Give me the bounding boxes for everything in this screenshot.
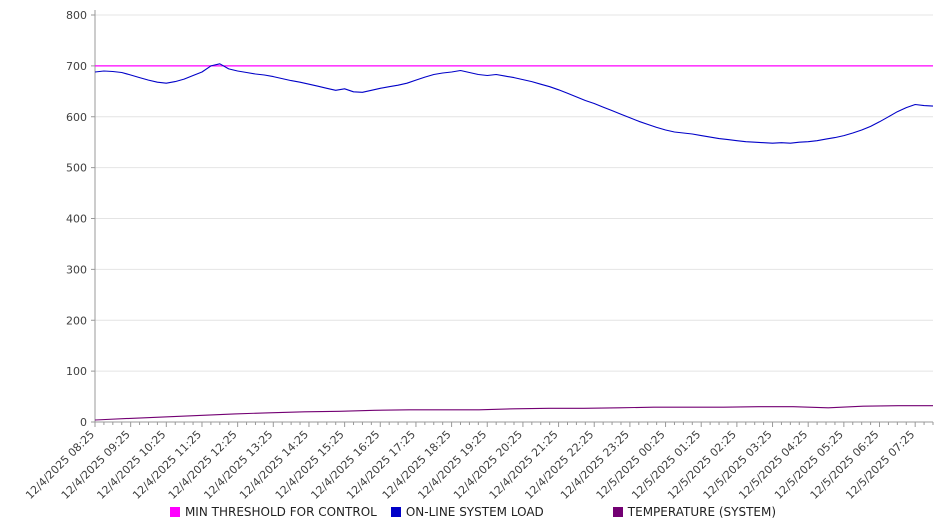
y-tick-label: 200 [66,314,87,327]
y-tick-label: 500 [66,162,87,175]
y-tick-label: 700 [66,60,87,73]
legend-swatch [390,507,401,517]
legend-item: MIN THRESHOLD FOR CONTROL [169,505,377,519]
legend-label: ON-LINE SYSTEM LOAD [405,505,544,519]
y-tick-label: 100 [66,365,87,378]
legend-label: MIN THRESHOLD FOR CONTROL [184,505,377,519]
legend-item: TEMPERATURE (SYSTEM) [612,505,777,519]
series-on-line-system-load [94,63,934,144]
legend-label: TEMPERATURE (SYSTEM) [627,505,777,519]
series-temperature-system [94,405,933,421]
legend-item: ON-LINE SYSTEM LOAD [390,505,544,519]
y-tick-label: 0 [80,416,87,429]
legend-swatch [612,507,623,517]
chart-canvas: 0 100 200 300 400 500 600 700 800 12/4/2025 08:25… [23,9,934,502]
y-tick-label: 800 [66,9,87,22]
line-chart: 0 100 200 300 400 500 600 700 800 12/4/2025 08:25… [23,9,934,502]
y-tick-label: 600 [66,111,87,124]
y-tick-label: 400 [66,213,87,226]
chart-legend: MIN THRESHOLD FOR CONTROL ON-LINE SYSTEM … [0,500,946,524]
legend-swatch [169,507,180,517]
y-tick-label: 300 [66,263,87,276]
x-tick-label: 12/4/2025 08:25 [23,428,97,500]
